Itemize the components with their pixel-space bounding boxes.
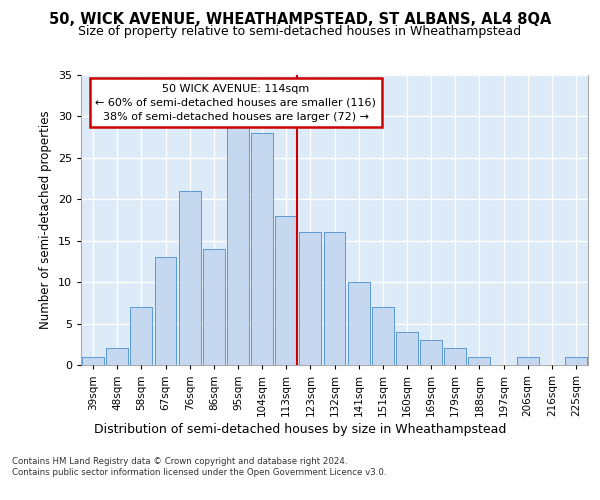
- Bar: [82, 356, 104, 365]
- Bar: [179, 191, 200, 365]
- Bar: [445, 348, 466, 365]
- Bar: [251, 133, 273, 365]
- Bar: [323, 232, 346, 365]
- Bar: [445, 348, 466, 365]
- Bar: [275, 216, 297, 365]
- Bar: [299, 232, 321, 365]
- Bar: [155, 258, 176, 365]
- Bar: [299, 232, 321, 365]
- Bar: [348, 282, 370, 365]
- Bar: [517, 356, 539, 365]
- Bar: [396, 332, 418, 365]
- Text: Size of property relative to semi-detached houses in Wheathampstead: Size of property relative to semi-detach…: [79, 25, 521, 38]
- Bar: [106, 348, 128, 365]
- Bar: [275, 216, 297, 365]
- Bar: [396, 332, 418, 365]
- Bar: [130, 307, 152, 365]
- Bar: [517, 356, 539, 365]
- Y-axis label: Number of semi-detached properties: Number of semi-detached properties: [39, 110, 52, 330]
- Bar: [106, 348, 128, 365]
- Bar: [203, 249, 224, 365]
- Text: Contains HM Land Registry data © Crown copyright and database right 2024.
Contai: Contains HM Land Registry data © Crown c…: [12, 458, 386, 477]
- Bar: [469, 356, 490, 365]
- Bar: [420, 340, 442, 365]
- Text: 50 WICK AVENUE: 114sqm
← 60% of semi-detached houses are smaller (116)
38% of se: 50 WICK AVENUE: 114sqm ← 60% of semi-det…: [95, 84, 376, 122]
- Bar: [565, 356, 587, 365]
- Bar: [82, 356, 104, 365]
- Bar: [372, 307, 394, 365]
- Bar: [179, 191, 200, 365]
- Bar: [155, 258, 176, 365]
- Text: 50, WICK AVENUE, WHEATHAMPSTEAD, ST ALBANS, AL4 8QA: 50, WICK AVENUE, WHEATHAMPSTEAD, ST ALBA…: [49, 12, 551, 28]
- Bar: [469, 356, 490, 365]
- Bar: [565, 356, 587, 365]
- Bar: [372, 307, 394, 365]
- Bar: [227, 124, 249, 365]
- Bar: [420, 340, 442, 365]
- Bar: [251, 133, 273, 365]
- Bar: [323, 232, 346, 365]
- Bar: [203, 249, 224, 365]
- Bar: [130, 307, 152, 365]
- Bar: [348, 282, 370, 365]
- Bar: [227, 124, 249, 365]
- Text: Distribution of semi-detached houses by size in Wheathampstead: Distribution of semi-detached houses by …: [94, 422, 506, 436]
